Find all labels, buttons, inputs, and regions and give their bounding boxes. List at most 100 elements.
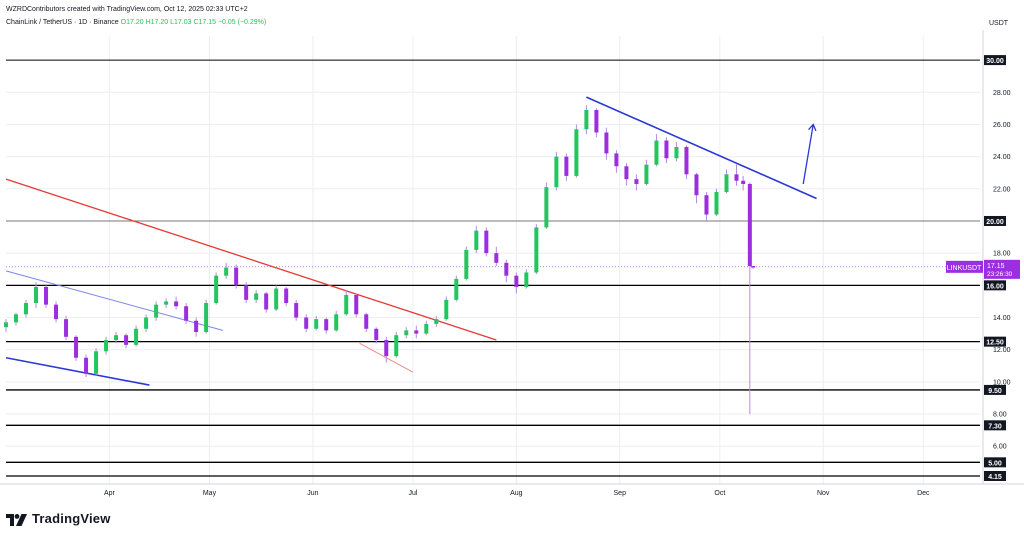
- candle-body: [94, 351, 99, 374]
- level-price-label: 20.00: [986, 219, 1004, 226]
- candle-body: [294, 303, 299, 318]
- symbol-tag: [946, 260, 983, 273]
- symbol-label[interactable]: ChainLink / TetherUS · 1D · Binance: [6, 19, 119, 26]
- candle-body: [414, 330, 419, 334]
- candle-body: [634, 179, 639, 184]
- candle-body: [454, 278, 459, 300]
- candle-body: [324, 319, 329, 331]
- level-price-tag: [984, 420, 1006, 431]
- candle-body: [584, 109, 589, 130]
- candle-body: [64, 319, 69, 337]
- x-tick-label: Nov: [817, 490, 830, 497]
- candle-body: [654, 140, 659, 165]
- candle-body: [304, 317, 309, 329]
- candle-body: [394, 335, 399, 357]
- y-tick-label: 6.00: [993, 444, 1007, 451]
- candle-body: [244, 285, 249, 300]
- y-tick-label: 10.00: [993, 379, 1011, 386]
- level-price-tag: [984, 336, 1006, 347]
- x-tick-label: Apr: [104, 490, 116, 497]
- candle-body: [664, 140, 669, 159]
- trendline: [5, 270, 223, 331]
- x-tick-label: Oct: [714, 490, 725, 497]
- ohlc-readout: O17.20 H17.20 L17.03 C17.15 −0.05 (−0.29…: [120, 19, 267, 26]
- trendline: [586, 96, 817, 200]
- candle-body: [504, 262, 509, 276]
- candle-body: [254, 293, 259, 300]
- candle-body: [204, 303, 209, 332]
- candle-body: [24, 303, 29, 315]
- candle-body: [344, 294, 349, 315]
- candle-body: [564, 156, 569, 176]
- candle-body: [594, 109, 599, 133]
- candle-body: [284, 288, 289, 304]
- level-price-tag: [984, 215, 1006, 226]
- candle-body: [714, 192, 719, 215]
- x-tick-label: Jun: [307, 490, 318, 497]
- level-price-tag: [984, 457, 1006, 468]
- candle-body: [124, 335, 129, 345]
- candle-body: [614, 153, 619, 167]
- candle-body: [234, 267, 239, 286]
- candle-body: [224, 267, 229, 276]
- candle-body: [374, 328, 379, 341]
- candle-body: [104, 340, 109, 352]
- y-tick-label: 14.00: [993, 315, 1011, 322]
- candle-body: [444, 299, 449, 320]
- y-tick-label: 26.00: [993, 122, 1011, 129]
- candle-body: [534, 227, 539, 273]
- candle-body: [724, 174, 729, 193]
- candle-body: [434, 319, 439, 324]
- tradingview-mark-icon: [6, 513, 28, 526]
- candle-body: [184, 306, 189, 321]
- candle-body: [604, 132, 609, 154]
- last-price-tag: [984, 259, 1020, 279]
- candle-body: [494, 253, 499, 263]
- arrowhead-icon: [808, 123, 817, 132]
- candle-body: [44, 286, 49, 305]
- y-tick-label: 28.00: [993, 90, 1011, 97]
- candle-body: [751, 266, 756, 268]
- y-tick-label: 18.00: [993, 251, 1011, 258]
- level-price-label: 7.30: [988, 423, 1002, 430]
- y-tick-label: 8.00: [993, 412, 1007, 419]
- candle-body: [524, 272, 529, 287]
- tradingview-logo[interactable]: TradingView: [6, 511, 111, 526]
- candle-body: [134, 328, 139, 345]
- candle-body: [404, 330, 409, 336]
- candle-body: [544, 187, 549, 228]
- level-price-label: 9.50: [988, 388, 1002, 395]
- price-axis-unit: USDT: [989, 20, 1009, 27]
- trendline: [5, 178, 497, 341]
- trendline: [802, 124, 814, 185]
- candle-body: [84, 357, 89, 374]
- candle-body: [334, 314, 339, 331]
- candle-body: [264, 293, 269, 310]
- level-price-tag: [984, 280, 1006, 291]
- candle-body: [164, 301, 169, 305]
- candle-body: [514, 275, 519, 287]
- level-price-label: 16.00: [986, 283, 1004, 290]
- candle-body: [154, 304, 159, 318]
- y-tick-label: 24.00: [993, 154, 1011, 161]
- x-tick-label: Sep: [614, 490, 627, 497]
- candle-body: [424, 323, 429, 334]
- candle-body: [674, 146, 679, 159]
- candle-body: [14, 314, 19, 323]
- level-price-tag: [984, 471, 1006, 481]
- y-tick-label: 12.00: [993, 347, 1011, 354]
- candle-body: [694, 174, 699, 196]
- candle-body: [474, 230, 479, 250]
- candle-body: [574, 129, 579, 176]
- candle-body: [174, 301, 179, 307]
- countdown-label: 23:26:30: [987, 271, 1013, 278]
- candle-body: [354, 294, 359, 315]
- candle-body: [554, 156, 559, 188]
- x-tick-label: Jul: [408, 490, 417, 497]
- candle-body: [54, 304, 59, 320]
- candle-body: [734, 174, 739, 181]
- candle-body: [741, 180, 746, 184]
- trendline: [5, 356, 150, 386]
